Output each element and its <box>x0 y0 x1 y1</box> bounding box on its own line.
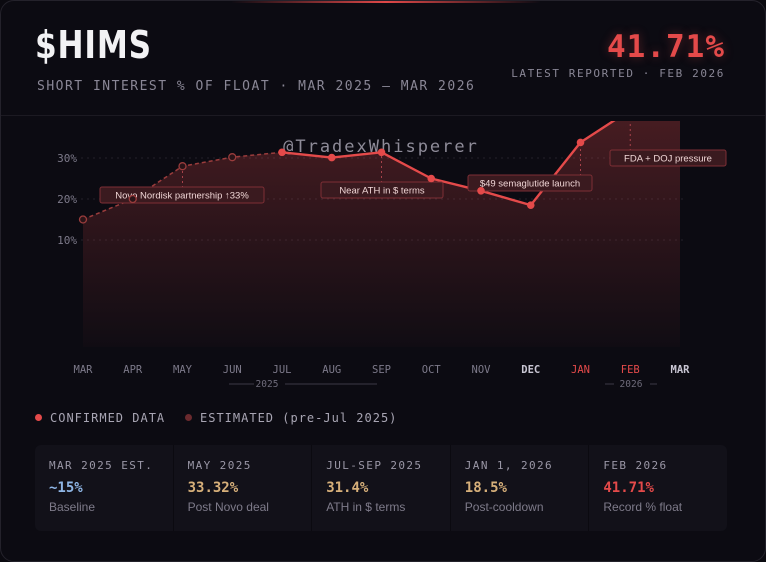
accent-top-line <box>231 1 541 3</box>
data-point-confirmed <box>477 187 485 195</box>
stat-value: 18.5% <box>464 480 507 496</box>
y-tick-label: 10% <box>57 234 77 247</box>
x-tick-label: FEB <box>621 364 640 376</box>
data-point-confirmed <box>377 148 386 157</box>
stat-label: JAN 1, 2026 <box>464 459 554 472</box>
legend-confirmed: CONFIRMED DATA <box>35 411 165 425</box>
year-label: 2025 <box>256 379 279 390</box>
x-tick-label: MAR <box>671 364 691 376</box>
stat-label: JUL-SEP 2025 <box>326 459 423 472</box>
stat-value: 33.32% <box>187 480 239 496</box>
x-tick-label: MAR <box>74 364 94 376</box>
stat-description: Baseline <box>49 500 96 514</box>
y-tick-label: 40% <box>57 121 77 124</box>
data-point-confirmed <box>278 148 286 157</box>
x-tick-label: JUN <box>223 364 242 376</box>
ticker-title: $HIMS <box>35 23 152 67</box>
x-tick-label: OCT <box>422 364 442 376</box>
annotation-box <box>467 174 593 192</box>
x-tick-label: APR <box>123 364 143 376</box>
data-point-estimated <box>178 162 187 171</box>
data-point-confirmed <box>576 138 585 147</box>
stats-row: MAR 2025 EST. ~15% Baseline MAY 2025 33.… <box>35 445 727 531</box>
x-tick-label: AUG <box>322 364 341 376</box>
annotation-box <box>99 186 265 204</box>
x-tick-label: JUL <box>273 364 292 376</box>
annotation-box <box>609 149 727 167</box>
stat-card: MAY 2025 33.32% Post Novo deal <box>173 445 313 531</box>
data-point-estimated <box>78 215 88 224</box>
x-tick-label: MAY <box>173 364 193 376</box>
area-fill-path <box>83 121 680 347</box>
stat-description: Record % float <box>603 500 683 514</box>
stat-card: JUL-SEP 2025 31.4% ATH in $ terms <box>312 445 451 531</box>
stat-card: JAN 1, 2026 18.5% Post-cooldown <box>450 445 590 531</box>
year-label: 2026 <box>620 379 643 390</box>
latest-value: 41.71% <box>607 29 725 65</box>
x-tick-label: NOV <box>472 364 492 376</box>
x-tick-label: SEP <box>372 364 391 376</box>
stat-description: Post-cooldown <box>464 500 544 514</box>
annotation-label: Near ATH in $ terms <box>339 186 425 197</box>
data-point-confirmed <box>526 201 535 209</box>
latest-reported-label: LATEST REPORTED · FEB 2026 <box>511 67 725 80</box>
stat-card: FEB 2026 41.71% Record % float <box>589 445 727 531</box>
annotation-label: FDA + DOJ pressure <box>624 154 712 165</box>
y-tick-label: 30% <box>57 152 77 165</box>
data-point-confirmed <box>327 153 336 162</box>
legend-confirmed-dot <box>35 414 42 421</box>
area-fill <box>83 121 680 347</box>
data-point-estimated <box>128 194 137 204</box>
annotations: Novo Nordisk partnership ↑33% Near ATH in… <box>99 121 727 204</box>
annotation-box <box>320 181 444 199</box>
stat-value: 31.4% <box>326 480 369 496</box>
stat-label: FEB 2026 <box>603 459 668 472</box>
annotation-label: $49 semaglutide launch <box>480 179 580 190</box>
data-point-confirmed <box>427 174 436 183</box>
x-tick-label: DEC <box>521 364 540 376</box>
header-divider <box>1 115 765 116</box>
stat-label: MAY 2025 <box>187 459 252 472</box>
legend-estimated-label: ESTIMATED (pre-Jul 2025) <box>200 411 398 425</box>
legend-estimated: ESTIMATED (pre-Jul 2025) <box>185 411 397 425</box>
data-points <box>78 138 585 224</box>
x-axis: MAR APR MAY JUN JUL AUG SEP OCT NOV DEC JAN FEB MAR 2… <box>74 364 691 390</box>
stat-label: MAR 2025 EST. <box>49 459 154 472</box>
stat-value: 41.71% <box>603 480 654 496</box>
y-tick-label: 20% <box>57 193 77 206</box>
legend-estimated-dot <box>185 414 192 421</box>
data-point-estimated <box>228 153 237 162</box>
annotation-label: Novo Nordisk partnership ↑33% <box>115 191 249 202</box>
stat-description: Post Novo deal <box>187 500 269 514</box>
short-interest-chart: @TradexWhisperer 10% 20% 30% 40% Novo Nordi… <box>57 121 727 390</box>
stat-description: ATH in $ terms <box>326 500 406 514</box>
legend-confirmed-label: CONFIRMED DATA <box>50 411 166 425</box>
stat-value: ~15% <box>49 480 83 496</box>
chart-subtitle: SHORT INTEREST % OF FLOAT · MAR 2025 — M… <box>37 79 476 94</box>
stat-card: MAR 2025 EST. ~15% Baseline <box>35 445 174 531</box>
x-tick-label: JAN <box>571 364 590 376</box>
watermark-handle: @TradexWhisperer <box>283 137 479 157</box>
